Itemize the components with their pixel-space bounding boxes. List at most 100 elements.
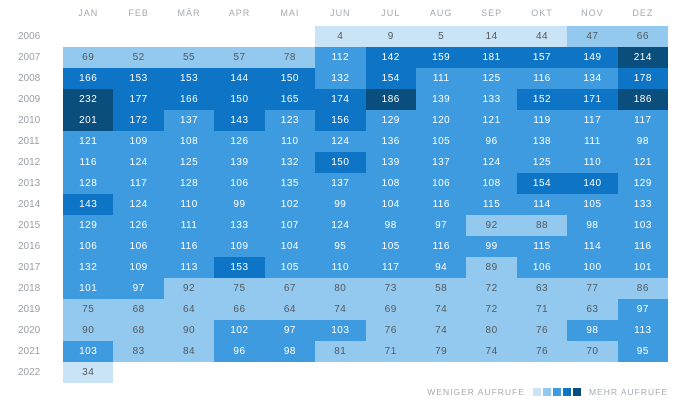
heatmap-cell-2010-jul[interactable]: 129 — [365, 110, 416, 131]
heatmap-cell-2008-mär[interactable]: 153 — [163, 68, 215, 89]
heatmap-cell-2008-apr[interactable]: 144 — [214, 68, 265, 89]
heatmap-cell-2019-mär[interactable]: 64 — [163, 299, 215, 320]
heatmap-cell-2006-jul[interactable]: 9 — [365, 26, 416, 47]
heatmap-cell-2013-okt[interactable]: 154 — [516, 173, 568, 194]
heatmap-cell-2013-nov[interactable]: 140 — [567, 173, 618, 194]
heatmap-cell-2012-jul[interactable]: 139 — [365, 152, 416, 173]
heatmap-cell-2015-aug[interactable]: 97 — [415, 215, 467, 236]
heatmap-cell-2020-apr[interactable]: 102 — [214, 320, 265, 341]
heatmap-cell-2014-mai[interactable]: 102 — [264, 194, 316, 215]
heatmap-cell-2015-jun[interactable]: 124 — [315, 215, 366, 236]
heatmap-cell-2015-jan[interactable]: 129 — [63, 215, 114, 236]
heatmap-cell-2015-feb[interactable]: 126 — [113, 215, 164, 236]
heatmap-cell-2006-dez[interactable]: 66 — [617, 26, 669, 47]
heatmap-cell-2018-apr[interactable]: 75 — [214, 278, 265, 299]
heatmap-cell-2012-mai[interactable]: 132 — [264, 152, 316, 173]
heatmap-cell-2011-feb[interactable]: 109 — [113, 131, 164, 152]
heatmap-cell-2020-jun[interactable]: 103 — [315, 320, 366, 341]
heatmap-cell-2006-nov[interactable]: 47 — [567, 26, 618, 47]
heatmap-cell-2010-jan[interactable]: 201 — [63, 110, 114, 131]
heatmap-cell-2013-feb[interactable]: 117 — [113, 173, 164, 194]
heatmap-cell-2014-okt[interactable]: 114 — [516, 194, 568, 215]
heatmap-cell-2019-mai[interactable]: 64 — [264, 299, 316, 320]
heatmap-cell-2013-aug[interactable]: 106 — [415, 173, 467, 194]
heatmap-cell-2017-jun[interactable]: 110 — [315, 257, 366, 278]
heatmap-cell-2019-nov[interactable]: 63 — [567, 299, 618, 320]
heatmap-cell-2007-aug[interactable]: 159 — [415, 47, 467, 68]
heatmap-cell-2020-mai[interactable]: 97 — [264, 320, 316, 341]
heatmap-cell-2014-jul[interactable]: 104 — [365, 194, 416, 215]
heatmap-cell-2017-sep[interactable]: 89 — [466, 257, 517, 278]
heatmap-cell-2021-okt[interactable]: 76 — [516, 341, 568, 362]
heatmap-cell-2012-dez[interactable]: 121 — [617, 152, 669, 173]
heatmap-cell-2019-jul[interactable]: 69 — [365, 299, 416, 320]
heatmap-cell-2014-mär[interactable]: 110 — [163, 194, 215, 215]
heatmap-cell-2015-mai[interactable]: 107 — [264, 215, 316, 236]
heatmap-cell-2018-okt[interactable]: 63 — [516, 278, 568, 299]
heatmap-cell-2010-aug[interactable]: 120 — [415, 110, 467, 131]
heatmap-cell-2011-jul[interactable]: 136 — [365, 131, 416, 152]
heatmap-cell-2008-aug[interactable]: 111 — [415, 68, 467, 89]
heatmap-cell-2021-dez[interactable]: 95 — [617, 341, 669, 362]
heatmap-cell-2016-apr[interactable]: 109 — [214, 236, 265, 257]
heatmap-cell-2006-sep[interactable]: 14 — [466, 26, 517, 47]
heatmap-cell-2012-apr[interactable]: 139 — [214, 152, 265, 173]
heatmap-cell-2020-jan[interactable]: 90 — [63, 320, 114, 341]
heatmap-cell-2008-mai[interactable]: 150 — [264, 68, 316, 89]
heatmap-cell-2019-dez[interactable]: 97 — [617, 299, 669, 320]
heatmap-cell-2009-aug[interactable]: 139 — [415, 89, 467, 110]
heatmap-cell-2017-jan[interactable]: 132 — [63, 257, 114, 278]
heatmap-cell-2014-jun[interactable]: 99 — [315, 194, 366, 215]
heatmap-cell-2013-dez[interactable]: 129 — [617, 173, 669, 194]
heatmap-cell-2017-aug[interactable]: 94 — [415, 257, 467, 278]
heatmap-cell-2021-apr[interactable]: 96 — [214, 341, 265, 362]
heatmap-cell-2008-sep[interactable]: 125 — [466, 68, 517, 89]
heatmap-cell-2008-nov[interactable]: 134 — [567, 68, 618, 89]
heatmap-cell-2009-apr[interactable]: 150 — [214, 89, 265, 110]
heatmap-cell-2013-sep[interactable]: 108 — [466, 173, 517, 194]
heatmap-cell-2015-dez[interactable]: 103 — [617, 215, 669, 236]
heatmap-cell-2017-mai[interactable]: 105 — [264, 257, 316, 278]
heatmap-cell-2015-nov[interactable]: 98 — [567, 215, 618, 236]
heatmap-cell-2018-feb[interactable]: 97 — [113, 278, 164, 299]
heatmap-cell-2008-jun[interactable]: 132 — [315, 68, 366, 89]
heatmap-cell-2017-jul[interactable]: 117 — [365, 257, 416, 278]
heatmap-cell-2010-mai[interactable]: 123 — [264, 110, 316, 131]
heatmap-cell-2007-mai[interactable]: 78 — [264, 47, 316, 68]
heatmap-cell-2012-jan[interactable]: 116 — [63, 152, 114, 173]
heatmap-cell-2010-dez[interactable]: 117 — [617, 110, 669, 131]
heatmap-cell-2012-jun[interactable]: 150 — [315, 152, 366, 173]
heatmap-cell-2016-jul[interactable]: 105 — [365, 236, 416, 257]
heatmap-cell-2020-nov[interactable]: 98 — [567, 320, 618, 341]
heatmap-cell-2015-sep[interactable]: 92 — [466, 215, 517, 236]
heatmap-cell-2018-mai[interactable]: 67 — [264, 278, 316, 299]
heatmap-cell-2018-nov[interactable]: 77 — [567, 278, 618, 299]
heatmap-cell-2014-apr[interactable]: 99 — [214, 194, 265, 215]
heatmap-cell-2007-jul[interactable]: 142 — [365, 47, 416, 68]
heatmap-cell-2021-jan[interactable]: 103 — [63, 341, 114, 362]
heatmap-cell-2012-okt[interactable]: 125 — [516, 152, 568, 173]
heatmap-cell-2017-okt[interactable]: 106 — [516, 257, 568, 278]
heatmap-cell-2013-apr[interactable]: 106 — [214, 173, 265, 194]
heatmap-cell-2008-jul[interactable]: 154 — [365, 68, 416, 89]
heatmap-cell-2015-jul[interactable]: 98 — [365, 215, 416, 236]
heatmap-cell-2021-sep[interactable]: 74 — [466, 341, 517, 362]
heatmap-cell-2009-feb[interactable]: 177 — [113, 89, 164, 110]
heatmap-cell-2008-feb[interactable]: 153 — [113, 68, 164, 89]
heatmap-cell-2012-nov[interactable]: 110 — [567, 152, 618, 173]
heatmap-cell-2007-sep[interactable]: 181 — [466, 47, 517, 68]
heatmap-cell-2009-mai[interactable]: 165 — [264, 89, 316, 110]
heatmap-cell-2007-okt[interactable]: 157 — [516, 47, 568, 68]
heatmap-cell-2011-nov[interactable]: 111 — [567, 131, 618, 152]
heatmap-cell-2011-apr[interactable]: 126 — [214, 131, 265, 152]
heatmap-cell-2007-apr[interactable]: 57 — [214, 47, 265, 68]
heatmap-cell-2008-jan[interactable]: 166 — [63, 68, 114, 89]
heatmap-cell-2016-mai[interactable]: 104 — [264, 236, 316, 257]
heatmap-cell-2014-feb[interactable]: 124 — [113, 194, 164, 215]
heatmap-cell-2019-apr[interactable]: 66 — [214, 299, 265, 320]
heatmap-cell-2011-okt[interactable]: 138 — [516, 131, 568, 152]
heatmap-cell-2009-okt[interactable]: 152 — [516, 89, 568, 110]
heatmap-cell-2018-jun[interactable]: 80 — [315, 278, 366, 299]
heatmap-cell-2018-jan[interactable]: 101 — [63, 278, 114, 299]
heatmap-cell-2013-jan[interactable]: 128 — [63, 173, 114, 194]
